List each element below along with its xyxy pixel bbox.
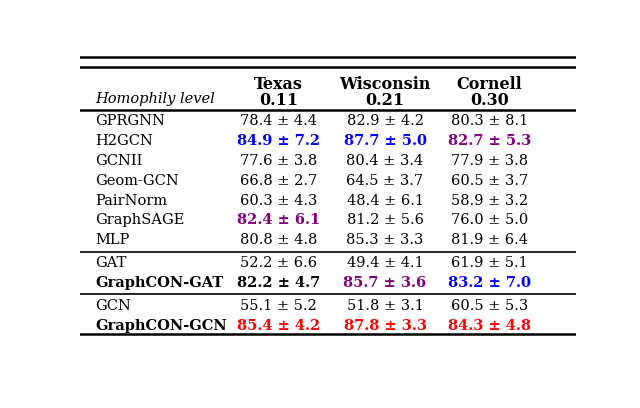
Text: 85.4 ± 4.2: 85.4 ± 4.2 [237,319,320,333]
Text: 85.3 ± 3.3: 85.3 ± 3.3 [346,233,424,247]
Text: 83.2 ± 7.0: 83.2 ± 7.0 [448,276,531,290]
Text: 82.7 ± 5.3: 82.7 ± 5.3 [447,134,531,148]
Text: 77.6 ± 3.8: 77.6 ± 3.8 [240,154,317,168]
Text: 78.4 ± 4.4: 78.4 ± 4.4 [240,115,317,129]
Text: 80.4 ± 3.4: 80.4 ± 3.4 [346,154,424,168]
Text: 81.9 ± 6.4: 81.9 ± 6.4 [451,233,528,247]
Text: Geom-GCN: Geom-GCN [95,174,179,188]
Text: 80.3 ± 8.1: 80.3 ± 8.1 [451,115,528,129]
Text: 60.3 ± 4.3: 60.3 ± 4.3 [240,194,317,208]
Text: GPRGNN: GPRGNN [95,115,164,129]
Text: GCNII: GCNII [95,154,142,168]
Text: 55.1 ± 5.2: 55.1 ± 5.2 [240,299,317,313]
Text: 52.2 ± 6.6: 52.2 ± 6.6 [240,256,317,270]
Text: PairNorm: PairNorm [95,194,167,208]
Text: 82.9 ± 4.2: 82.9 ± 4.2 [346,115,424,129]
Text: MLP: MLP [95,233,129,247]
Text: H2GCN: H2GCN [95,134,153,148]
Text: 58.9 ± 3.2: 58.9 ± 3.2 [451,194,528,208]
Text: Wisconsin: Wisconsin [339,76,431,93]
Text: 87.8 ± 3.3: 87.8 ± 3.3 [344,319,426,333]
Text: 82.2 ± 4.7: 82.2 ± 4.7 [237,276,320,290]
Text: 76.0 ± 5.0: 76.0 ± 5.0 [451,213,528,227]
Text: 51.8 ± 3.1: 51.8 ± 3.1 [347,299,424,313]
Text: GAT: GAT [95,256,126,270]
Text: Homophily level: Homophily level [95,92,214,106]
Text: 84.9 ± 7.2: 84.9 ± 7.2 [237,134,320,148]
Text: GCN: GCN [95,299,131,313]
Text: 0.11: 0.11 [259,92,298,109]
Text: 60.5 ± 3.7: 60.5 ± 3.7 [451,174,528,188]
Text: 61.9 ± 5.1: 61.9 ± 5.1 [451,256,527,270]
Text: 80.8 ± 4.8: 80.8 ± 4.8 [240,233,317,247]
Text: 48.4 ± 6.1: 48.4 ± 6.1 [346,194,424,208]
Text: GraphSAGE: GraphSAGE [95,213,184,227]
Text: 77.9 ± 3.8: 77.9 ± 3.8 [451,154,528,168]
Text: 87.7 ± 5.0: 87.7 ± 5.0 [344,134,426,148]
Text: GraphCON-GAT: GraphCON-GAT [95,276,223,290]
Text: 81.2 ± 5.6: 81.2 ± 5.6 [346,213,424,227]
Text: Cornell: Cornell [456,76,522,93]
Text: 0.30: 0.30 [470,92,509,109]
Text: 64.5 ± 3.7: 64.5 ± 3.7 [346,174,424,188]
Text: 60.5 ± 5.3: 60.5 ± 5.3 [451,299,528,313]
Text: 66.8 ± 2.7: 66.8 ± 2.7 [240,174,317,188]
Text: 49.4 ± 4.1: 49.4 ± 4.1 [347,256,424,270]
Text: 0.21: 0.21 [365,92,404,109]
Text: Texas: Texas [254,76,303,93]
Text: 85.7 ± 3.6: 85.7 ± 3.6 [344,276,427,290]
Text: GraphCON-GCN: GraphCON-GCN [95,319,227,333]
Text: 84.3 ± 4.8: 84.3 ± 4.8 [448,319,531,333]
Text: 82.4 ± 6.1: 82.4 ± 6.1 [237,213,320,227]
